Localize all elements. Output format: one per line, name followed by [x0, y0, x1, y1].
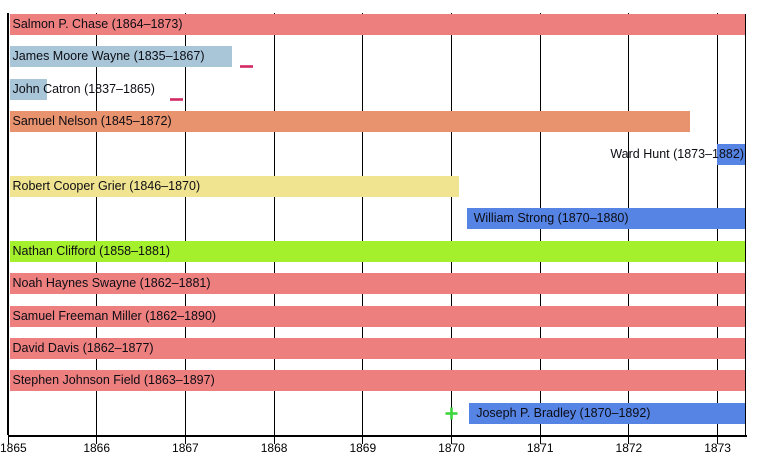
axis-tick-1865	[7, 437, 9, 444]
axis-tick-label-1867: 1867	[172, 441, 199, 455]
timeline-bar-noah-haynes-swayne: Noah Haynes Swayne (1862–1881)	[9, 273, 745, 295]
axis-tick-label-1870: 1870	[438, 441, 465, 455]
bar-label-william-strong: William Strong (1870–1880)	[473, 211, 629, 226]
bar-label-stephen-johnson-field: Stephen Johnson Field (1863–1897)	[12, 373, 215, 388]
timeline-bar-stephen-johnson-field: Stephen Johnson Field (1863–1897)	[9, 370, 745, 392]
x-axis-line	[8, 435, 747, 437]
plot-right-border	[744, 14, 746, 435]
timeline-bar-william-strong: William Strong (1870–1880)	[466, 208, 745, 230]
timeline-bar-ward-hunt	[716, 143, 745, 165]
axis-tick-label-1868: 1868	[260, 441, 288, 455]
bar-label-john-catron: John Catron (1837–1865)	[12, 81, 155, 96]
bar-label-samuel-nelson: Samuel Nelson (1845–1872)	[12, 114, 172, 129]
axis-tick-1867	[184, 437, 186, 444]
axis-tick-label-1865: 1865	[0, 441, 27, 455]
bar-label-salmon-p-chase: Salmon P. Chase (1864–1873)	[12, 17, 183, 31]
bar-label-david-davis: David Davis (1862–1877)	[12, 341, 154, 355]
gridline-1868	[273, 13, 275, 435]
axis-tick-label-1866: 1866	[83, 441, 111, 455]
bar-label-james-moore-wayne: James Moore Wayne (1835–1867)	[12, 49, 205, 64]
axis-tick-label-1869: 1869	[349, 441, 377, 455]
dash-icon	[170, 97, 184, 101]
timeline-bar-james-moore-wayne: James Moore Wayne (1835–1867)	[9, 46, 233, 68]
bar-label-robert-cooper-grier: Robert Cooper Grier (1846–1870)	[12, 179, 201, 193]
gridline-1866	[96, 13, 98, 435]
axis-tick-label-1872: 1872	[615, 441, 643, 455]
timeline-bar-samuel-nelson: Samuel Nelson (1845–1872)	[9, 111, 691, 133]
timeline-bar-nathan-clifford: Nathan Clifford (1858–1881)	[9, 240, 745, 262]
bar-label-nathan-clifford: Nathan Clifford (1858–1881)	[12, 243, 171, 258]
axis-tick-label-1873: 1873	[704, 441, 731, 455]
axis-tick-1872	[628, 437, 630, 444]
bar-label-ward-hunt: Ward Hunt (1873–1882)	[610, 146, 744, 161]
axis-tick-1871	[539, 437, 541, 444]
axis-tick-label-1871: 1871	[526, 441, 554, 455]
bar-label-noah-haynes-swayne: Noah Haynes Swayne (1862–1881)	[12, 276, 211, 291]
timeline-bar-john-catron: John Catron (1837–1865)	[9, 78, 155, 100]
timeline-bar-salmon-p-chase: Salmon P. Chase (1864–1873)	[9, 14, 745, 35]
bar-label-joseph-p-bradley: Joseph P. Bradley (1870–1892)	[476, 405, 651, 420]
timeline-bar-robert-cooper-grier: Robert Cooper Grier (1846–1870)	[9, 176, 459, 197]
axis-tick-1869	[362, 437, 364, 444]
gridline-1869	[362, 13, 364, 435]
gridline-1870	[451, 13, 452, 435]
plus-marker-joseph-p-bradley	[445, 407, 458, 425]
axis-tick-1866	[96, 437, 98, 444]
axis-tick-1870	[451, 437, 452, 444]
dash-marker-john-catron	[170, 88, 184, 106]
axis-tick-1868	[273, 437, 275, 444]
plus-icon	[445, 407, 458, 420]
axis-tick-1873	[717, 437, 719, 444]
y-axis-line	[7, 13, 9, 435]
gridline-1867	[184, 13, 186, 435]
dash-marker-james-moore-wayne	[240, 55, 254, 73]
timeline-bar-joseph-p-bradley: Joseph P. Bradley (1870–1892)	[469, 402, 745, 424]
timeline-bar-samuel-freeman-miller: Samuel Freeman Miller (1862–1890)	[9, 305, 745, 327]
dash-icon	[240, 65, 254, 69]
bar-label-samuel-freeman-miller: Samuel Freeman Miller (1862–1890)	[12, 308, 217, 323]
timeline-bar-david-davis: David Davis (1862–1877)	[9, 338, 745, 359]
